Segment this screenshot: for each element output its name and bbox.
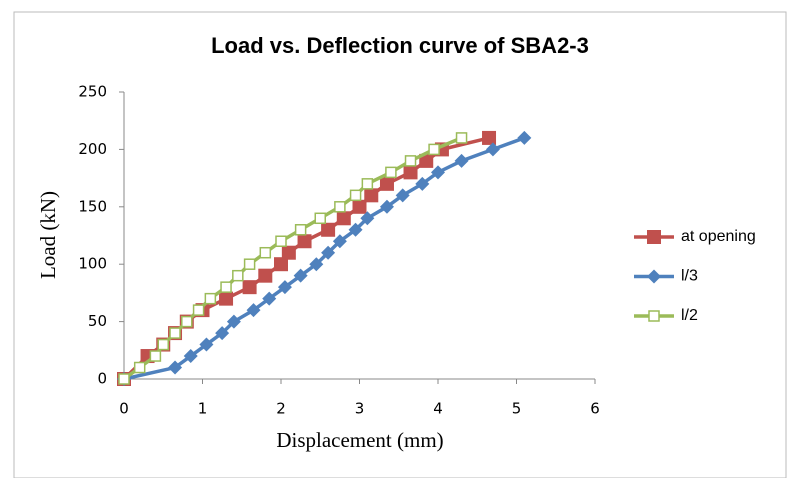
- marker: [454, 153, 469, 168]
- marker: [361, 178, 374, 190]
- marker: [277, 280, 292, 295]
- marker: [379, 199, 394, 214]
- marker: [321, 222, 336, 237]
- y-tick-label: 200: [78, 140, 107, 158]
- marker: [403, 165, 418, 180]
- marker: [360, 211, 375, 226]
- x-tick-label: 1: [198, 400, 208, 418]
- marker: [314, 212, 326, 225]
- legend-label: l/2: [681, 307, 698, 324]
- marker: [181, 315, 193, 328]
- marker: [395, 188, 410, 203]
- marker: [321, 245, 336, 260]
- legend-label: l/3: [681, 268, 698, 285]
- marker: [169, 327, 181, 339]
- x-tick-label: 0: [119, 400, 129, 418]
- marker: [259, 246, 272, 259]
- marker: [274, 257, 288, 272]
- y-tick-label: 0: [97, 370, 107, 388]
- marker: [517, 130, 532, 145]
- series-line: [123, 136, 525, 381]
- marker: [215, 326, 230, 341]
- legend-label: at opening: [681, 228, 756, 245]
- marker: [364, 188, 379, 203]
- x-tick-label: 5: [512, 400, 522, 418]
- marker: [226, 314, 241, 329]
- marker: [294, 224, 307, 236]
- marker: [246, 303, 261, 318]
- marker: [352, 199, 367, 214]
- marker: [455, 132, 468, 144]
- chart-frame: [13, 11, 787, 478]
- legend-marker: [647, 230, 661, 244]
- marker: [485, 142, 500, 157]
- marker: [415, 176, 430, 191]
- marker: [199, 337, 214, 352]
- marker: [262, 291, 277, 306]
- marker: [133, 361, 146, 374]
- marker: [293, 268, 308, 283]
- x-axis-label: Displacement (mm): [276, 428, 443, 452]
- marker: [297, 234, 312, 249]
- marker: [404, 155, 417, 167]
- marker: [192, 304, 205, 316]
- y-axis-label: Load (kN): [36, 191, 60, 279]
- chart-title: Load vs. Deflection curve of SBA2-3: [211, 33, 589, 58]
- marker: [385, 166, 397, 179]
- marker: [183, 349, 198, 364]
- marker: [204, 292, 217, 305]
- legend-marker: [647, 269, 661, 284]
- marker: [243, 258, 256, 270]
- marker: [349, 189, 362, 202]
- marker: [219, 291, 234, 306]
- x-tick-label: 3: [355, 400, 365, 418]
- marker: [348, 222, 363, 237]
- marker: [275, 235, 287, 247]
- marker: [309, 257, 324, 272]
- y-tick-label: 50: [88, 312, 107, 330]
- marker: [334, 201, 346, 213]
- legend-marker: [648, 310, 660, 322]
- marker: [428, 143, 440, 156]
- marker: [336, 211, 351, 226]
- marker: [258, 268, 273, 283]
- marker: [482, 130, 497, 145]
- x-tick-label: 4: [433, 400, 443, 418]
- y-tick-label: 150: [78, 197, 107, 215]
- marker: [149, 350, 162, 362]
- series-line: [122, 136, 463, 381]
- x-tick-label: 6: [590, 400, 600, 418]
- y-tick-label: 250: [78, 83, 107, 101]
- marker: [419, 153, 434, 168]
- marker: [281, 245, 296, 260]
- y-tick-label: 100: [78, 255, 107, 273]
- marker: [431, 165, 445, 180]
- marker: [220, 281, 232, 293]
- x-tick-label: 2: [276, 400, 286, 418]
- marker: [118, 373, 130, 385]
- marker: [242, 280, 257, 295]
- marker: [157, 338, 169, 351]
- marker: [168, 360, 183, 375]
- marker: [232, 269, 244, 282]
- marker: [379, 176, 394, 191]
- marker: [332, 234, 347, 249]
